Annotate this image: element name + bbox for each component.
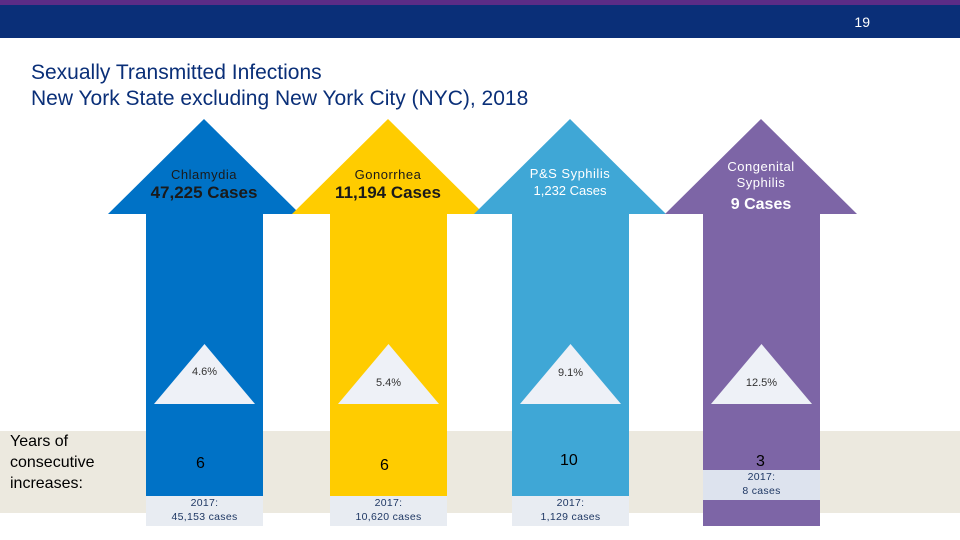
years-label: Years of consecutive increases: [10,433,95,492]
years-increase-congenital-syphilis: 3 [756,453,765,470]
case-count: 9 Cases [730,196,792,213]
prev-year-label: 2017: [747,471,776,483]
prev-year-box: 2017: 1,129 cases [512,496,629,526]
disease-name-line-1: Congenital [727,159,795,174]
prev-year-label: 2017: [190,497,219,509]
case-count: 1,232 Cases [533,183,607,198]
percent-increase: 4.6% [191,366,218,378]
arrow-shaft: 5.4% 2017: 10,620 cases [330,214,447,526]
disease-name: Congenital Syphilis [665,159,857,191]
arrow-congenital-syphilis: 12.5% 2017: 8 cases Congenital Syphilis … [665,119,857,526]
prev-year-cases: 1,129 cases [540,511,601,523]
percent-increase: 5.4% [375,377,402,389]
arrow-gonorrhea: 5.4% 2017: 10,620 cases Gonorrhea 11,194… [292,119,484,526]
title-line-1: Sexually Transmitted Infections [31,61,322,84]
arrow-chlamydia: 4.6% 2017: 45,153 cases Chlamydia 47,225… [108,119,300,526]
years-increase-gonorrhea: 6 [380,457,389,474]
disease-name: Gonorrhea [354,167,422,182]
prev-year-cases: 10,620 cases [355,511,422,523]
arrow-shaft: 4.6% 2017: 45,153 cases [146,214,263,526]
arrow-shaft: 9.1% 2017: 1,129 cases [512,214,629,526]
percent-increase: 12.5% [745,377,778,389]
disease-name: Chlamydia [171,167,237,182]
prev-year-label: 2017: [374,497,403,509]
slide-number: 19 [854,14,870,30]
arrow-shaft: 12.5% 2017: 8 cases [703,214,820,526]
prev-year-box: 2017: 8 cases [703,470,820,500]
header-bar: 19 [0,0,960,38]
prev-year-cases: 45,153 cases [171,511,238,523]
years-increase-chlamydia: 6 [196,455,205,472]
disease-name: P&S Syphilis [529,166,611,181]
arrow-ps-syphilis: 9.1% 2017: 1,129 cases P&S Syphilis 1,23… [474,119,666,526]
increase-triangle [711,344,812,404]
case-count: 11,194 Cases [335,183,441,202]
increase-triangle [338,344,439,404]
prev-year-cases: 8 cases [742,485,781,497]
case-count: 47,225 Cases [150,183,258,202]
prev-year-label: 2017: [556,497,585,509]
page-title: Sexually Transmitted Infections New York… [31,60,528,112]
percent-increase: 9.1% [557,367,584,379]
title-line-2: New York State excluding New York City (… [31,87,529,110]
years-increase-ps-syphilis: 10 [560,452,578,469]
disease-name-line-2: Syphilis [736,175,786,190]
prev-year-box: 2017: 45,153 cases [146,496,263,526]
prev-year-box: 2017: 10,620 cases [330,496,447,526]
